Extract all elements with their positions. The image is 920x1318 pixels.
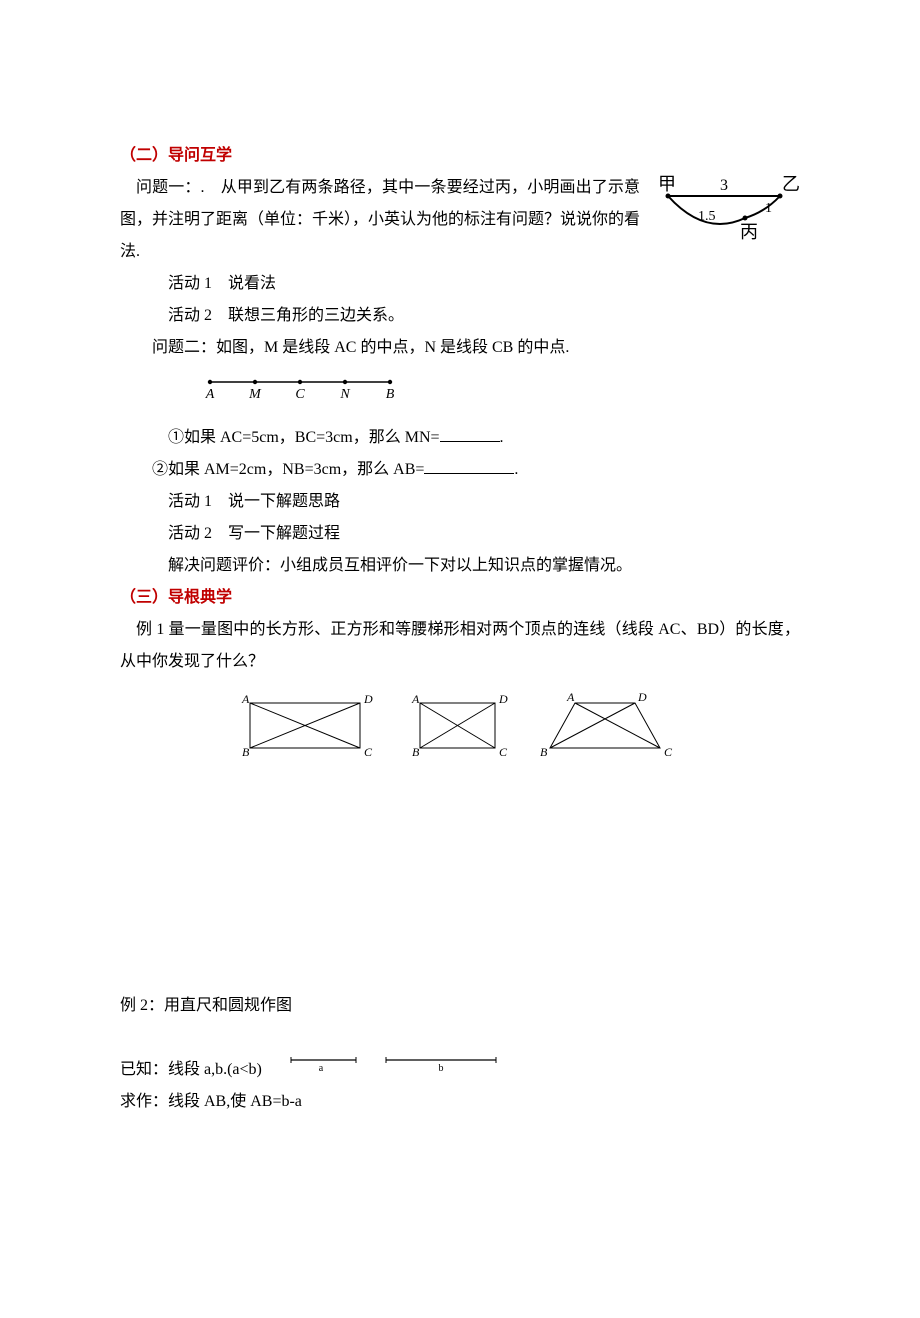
svg-text:B: B (242, 745, 250, 759)
label-top-dist: 3 (720, 177, 728, 194)
svg-text:A: A (205, 387, 215, 402)
section2-heading: （二）导问互学 (120, 140, 800, 172)
q2-text: 问题二：如图，M 是线段 AC 的中点，N 是线段 CB 的中点. (120, 332, 800, 364)
svg-text:A: A (411, 692, 420, 706)
svg-text:M: M (248, 387, 262, 402)
route-figure: 甲 乙 3 1.5 丙 1 (650, 172, 800, 254)
blank-mn (440, 425, 500, 442)
label-jia: 甲 (658, 174, 676, 194)
svg-text:D: D (363, 692, 373, 706)
ex1-text: 例 1 量一量图中的长方形、正方形和等腰梯形相对两个顶点的连线（线段 AC、BD… (120, 614, 800, 678)
blank-ab (424, 457, 514, 474)
svg-text:C: C (664, 745, 673, 759)
ex2-ask: 求作：线段 AB,使 AB=b-a (120, 1086, 800, 1118)
ex2-given: 已知：线段 a,b.(a<b) (120, 1061, 262, 1078)
svg-text:C: C (295, 387, 305, 402)
svg-text:b: b (438, 1063, 443, 1074)
ex2-given-line: 已知：线段 a,b.(a<b) a b (120, 1054, 800, 1086)
label-bing: 丙 (740, 222, 758, 242)
q2-act2: 活动 2 写一下解题过程 (120, 518, 800, 550)
svg-text:B: B (412, 745, 420, 759)
svg-text:1: 1 (765, 201, 772, 216)
q2-sub2: ②如果 AM=2cm，NB=3cm，那么 AB=. (120, 454, 800, 486)
q2-sub1: ①如果 AC=5cm，BC=3cm，那么 MN=. (120, 422, 800, 454)
svg-text:C: C (364, 745, 373, 759)
shapes-figure: A B C D A B C D A B C D (120, 688, 800, 780)
q2-eval: 解决问题评价：小组成员互相评价一下对以上知识点的掌握情况。 (120, 550, 800, 582)
q1-act1: 活动 1 说看法 (120, 268, 800, 300)
q2-act1: 活动 1 说一下解题思路 (120, 486, 800, 518)
segment-figure: A M C N B (200, 372, 800, 414)
svg-text:D: D (637, 690, 647, 704)
label-bot-dist: 1.5 (698, 209, 716, 224)
svg-text:a: a (319, 1063, 324, 1074)
section3-heading: （三）导根典学 (120, 582, 800, 614)
segments-figure: a b (286, 1054, 506, 1086)
svg-text:D: D (498, 692, 508, 706)
q1-act2: 活动 2 联想三角形的三边关系。 (120, 300, 800, 332)
svg-text:A: A (566, 690, 575, 704)
svg-text:B: B (386, 387, 395, 402)
svg-text:C: C (499, 745, 508, 759)
svg-text:N: N (339, 387, 350, 402)
ex2-title: 例 2：用直尺和圆规作图 (120, 990, 800, 1022)
svg-text:B: B (540, 745, 548, 759)
svg-text:A: A (241, 692, 250, 706)
label-yi: 乙 (782, 174, 800, 194)
